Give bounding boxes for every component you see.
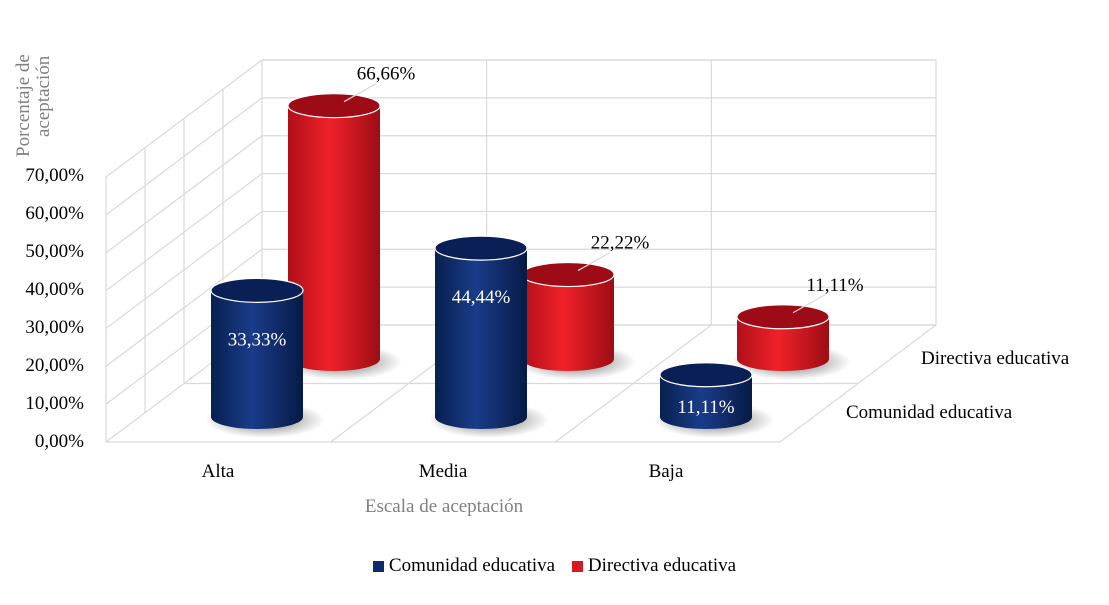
y-axis-title: Porcentaje de aceptación [13,54,54,157]
bar-top [736,304,830,330]
bar-body [288,105,380,371]
bar-body [660,374,752,429]
bar-top [210,277,304,303]
legend: Comunidad educativa Directiva educativa [0,555,1109,578]
cylinder-bar: 44,44% [429,235,549,438]
bars: 66,66% 22,22% 11,11% 33,33% 44,44% 11,11% [205,64,864,438]
depth-label-comunidad: Comunidad educativa [846,402,1013,423]
legend-swatch-blue [372,560,384,572]
depth-axis: Directiva educativa Comunidad educativa [846,348,1070,423]
y-tick: 30,00% [25,317,84,338]
cylinder-bar: 11,11% [731,275,864,380]
data-label: 66,66% [357,64,416,85]
label-leader-line [577,252,611,272]
cylinder-bar: 66,66% [282,64,415,380]
y-tick: 70,00% [25,165,84,186]
bar-top [659,362,753,388]
y-axis: 0,00% 10,00% 20,00% 30,00% 40,00% 50,00%… [25,165,84,452]
x-axis: Alta Media Baja [202,461,684,482]
legend-item-comunidad: Comunidad educativa [372,555,556,577]
bar-body [522,274,614,371]
data-label: 11,11% [677,397,734,418]
x-tick-alta: Alta [202,461,235,482]
cylinder-bar: 11,11% [654,362,774,438]
y-tick: 0,00% [35,431,84,452]
data-label: 44,44% [452,287,511,308]
bar-top [287,93,381,119]
label-leader-line [792,294,826,314]
x-tick-media: Media [419,461,468,482]
x-axis-title: Escala de aceptación [365,496,524,517]
bar-body [737,316,829,371]
legend-label: Comunidad educativa [388,555,556,576]
x-tick-baja: Baja [649,461,684,482]
data-label: 33,33% [228,329,287,350]
y-axis-title-line2: aceptación [33,55,54,137]
label-leader-line [343,83,377,103]
bar-top [434,235,528,261]
bar-body [211,290,303,429]
cylinder-bar: 33,33% [205,277,325,438]
cylinder-bar: 22,22% [516,233,649,380]
bar-top [521,261,615,288]
bar-body [435,248,527,429]
y-tick: 60,00% [25,203,84,224]
y-axis-title-line1: Porcentaje de [13,54,34,157]
data-label: 11,11% [806,275,863,296]
legend-item-directiva: Directiva educativa [571,555,737,577]
y-tick: 50,00% [25,241,84,262]
y-tick: 40,00% [25,279,84,300]
legend-label: Directiva educativa [587,555,737,576]
y-tick: 20,00% [25,355,84,376]
data-label: 22,22% [591,233,650,254]
y-tick: 10,00% [25,393,84,414]
depth-label-directiva: Directiva educativa [921,348,1070,369]
legend-swatch-red [571,560,583,572]
